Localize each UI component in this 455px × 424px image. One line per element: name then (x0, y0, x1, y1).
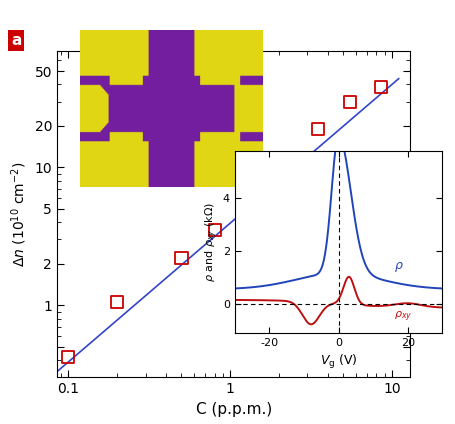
Point (65, 354, 72, 360)
Text: $\rho$: $\rho$ (393, 260, 403, 274)
Y-axis label: $\Delta n\ (10^{10}\ \mathrm{cm}^{-2})$: $\Delta n\ (10^{10}\ \mathrm{cm}^{-2})$ (10, 162, 29, 267)
Y-axis label: $\rho\ \mathrm{and}\ \rho_{xy}\ \mathrm{(k\Omega)}$: $\rho\ \mathrm{and}\ \rho_{xy}\ \mathrm{… (203, 202, 220, 282)
Text: a: a (11, 33, 21, 47)
Point (254, 177, 262, 184)
Point (376, 84, 384, 91)
X-axis label: $V_\mathrm{g}\ \mathrm{(V)}$: $V_\mathrm{g}\ \mathrm{(V)}$ (319, 353, 357, 371)
Point (113, 299, 121, 306)
Point (345, 98, 353, 105)
Point (210, 227, 217, 234)
X-axis label: C (p.p.m.): C (p.p.m.) (195, 402, 271, 417)
Text: $\rho_{xy}$: $\rho_{xy}$ (393, 310, 411, 324)
Point (177, 255, 185, 262)
Point (314, 126, 321, 132)
